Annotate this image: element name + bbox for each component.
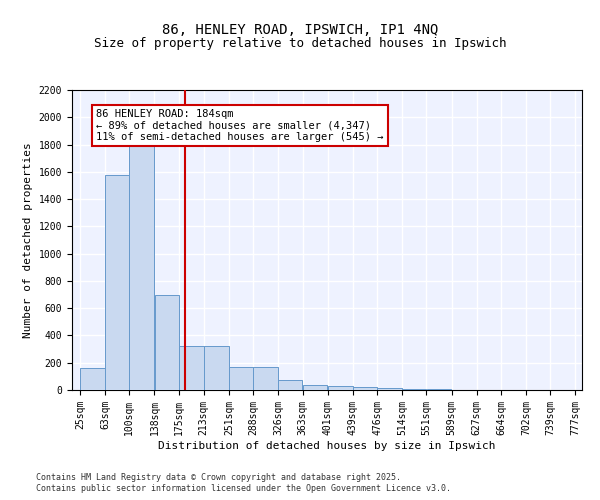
Bar	[155, 294, 179, 390]
Bar	[328, 386, 353, 390]
Text: 86 HENLEY ROAD: 184sqm
← 89% of detached houses are smaller (4,347)
11% of semi-: 86 HENLEY ROAD: 184sqm ← 89% of detached…	[97, 109, 384, 142]
Bar	[179, 346, 203, 390]
Bar	[229, 367, 253, 390]
Bar	[80, 368, 105, 390]
Y-axis label: Number of detached properties: Number of detached properties	[23, 142, 33, 338]
Text: 86, HENLEY ROAD, IPSWICH, IP1 4NQ: 86, HENLEY ROAD, IPSWICH, IP1 4NQ	[162, 22, 438, 36]
X-axis label: Distribution of detached houses by size in Ipswich: Distribution of detached houses by size …	[158, 440, 496, 450]
Bar	[105, 174, 129, 390]
Text: Contains HM Land Registry data © Crown copyright and database right 2025.: Contains HM Land Registry data © Crown c…	[36, 472, 401, 482]
Bar	[303, 384, 328, 390]
Bar	[204, 346, 229, 390]
Bar	[353, 388, 377, 390]
Text: Size of property relative to detached houses in Ipswich: Size of property relative to detached ho…	[94, 38, 506, 51]
Text: Contains public sector information licensed under the Open Government Licence v3: Contains public sector information licen…	[36, 484, 451, 493]
Bar	[377, 388, 402, 390]
Bar	[253, 367, 278, 390]
Bar	[278, 380, 302, 390]
Bar	[130, 144, 154, 390]
